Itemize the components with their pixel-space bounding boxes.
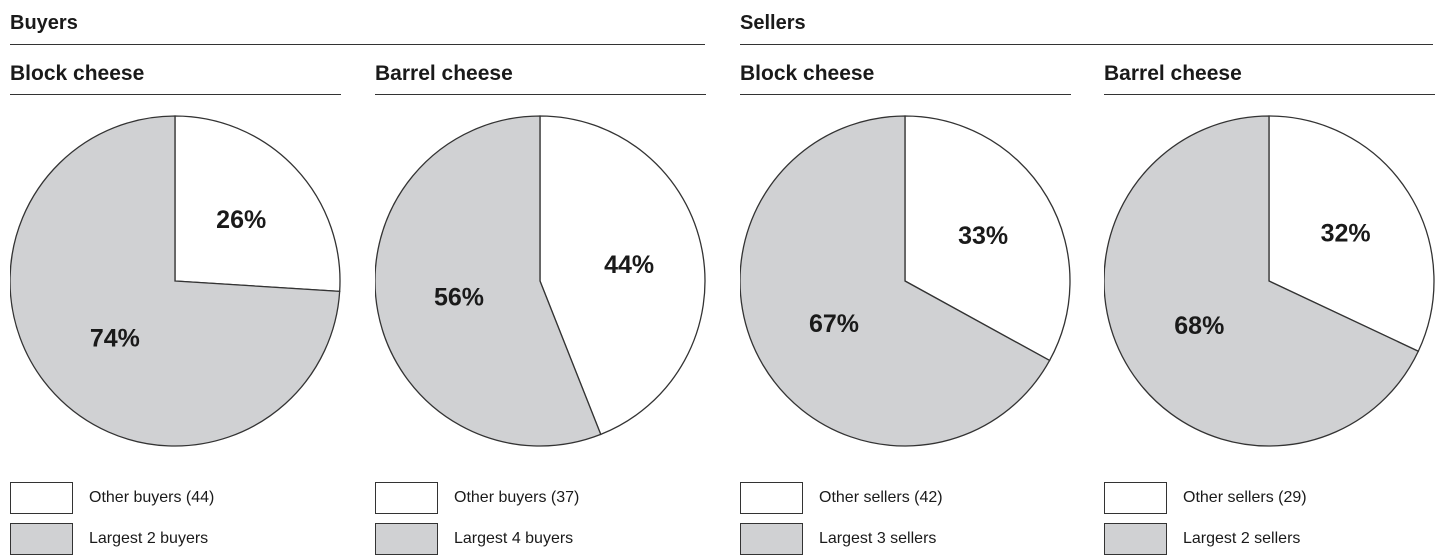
pie-chart-buyers-barrel: 44% 56% <box>375 115 706 447</box>
legend-label-other: Other buyers (37) <box>454 489 580 506</box>
pie-title: Block cheese <box>740 62 875 85</box>
pie-panel-buyers-barrel: Barrel cheese 44% 56% Other buyers (37) … <box>375 44 709 555</box>
legend-label-largest: Largest 2 sellers <box>1183 530 1301 547</box>
group-title-sellers: Sellers <box>740 12 806 34</box>
group-header-buyers: Buyers <box>10 0 705 45</box>
panel-title-underline: Block cheese <box>10 44 341 95</box>
legend-label-other: Other sellers (29) <box>1183 489 1307 506</box>
pie-chart-buyers-block: 26% 74% <box>10 115 341 447</box>
slice-label-largest: 68% <box>1174 312 1224 340</box>
slice-label-largest: 67% <box>809 310 859 338</box>
legend-swatch-other <box>375 482 438 514</box>
slice-other <box>174 115 341 293</box>
slice-other <box>539 115 706 436</box>
slice-label-other: 26% <box>216 206 266 234</box>
slice-label-largest: 74% <box>90 325 140 353</box>
legend-item-largest: Largest 2 buyers <box>10 523 340 555</box>
legend-swatch-largest <box>740 523 803 555</box>
pie-title: Barrel cheese <box>375 62 513 85</box>
slice-label-other: 44% <box>604 251 654 279</box>
legend-item-largest: Largest 4 buyers <box>375 523 705 555</box>
legend-label-largest: Largest 3 sellers <box>819 530 937 547</box>
slice-largest <box>375 115 602 447</box>
legend-swatch-largest <box>1104 523 1167 555</box>
legend-swatch-largest <box>375 523 438 555</box>
legend-item-largest: Largest 2 sellers <box>1104 523 1434 555</box>
legend-item-other: Other sellers (29) <box>1104 482 1434 514</box>
legend-label-other: Other sellers (42) <box>819 489 943 506</box>
legend-label-largest: Largest 4 buyers <box>454 530 574 547</box>
group-header-sellers: Sellers <box>740 0 1433 45</box>
panel-title-underline: Barrel cheese <box>1104 44 1435 95</box>
panel-title-underline: Block cheese <box>740 44 1071 95</box>
legend-item-largest: Largest 3 sellers <box>740 523 1070 555</box>
legend-label-largest: Largest 2 buyers <box>89 530 209 547</box>
slice-largest <box>1104 115 1420 447</box>
pie-panel-buyers-block: Block cheese 26% 74% Other buyers (44) L… <box>10 44 344 555</box>
pie-title: Barrel cheese <box>1104 62 1242 85</box>
legend-swatch-largest <box>10 523 73 555</box>
legend-item-other: Other buyers (44) <box>10 482 340 514</box>
slice-label-other: 33% <box>958 222 1008 250</box>
pie-title: Block cheese <box>10 62 145 85</box>
legend-item-other: Other buyers (37) <box>375 482 705 514</box>
slice-label-other: 32% <box>1321 219 1371 247</box>
pie-chart-sellers-block: 33% 67% <box>740 115 1071 447</box>
slice-other <box>904 115 1071 362</box>
slice-largest <box>10 115 341 447</box>
pie-panel-sellers-block: Block cheese 33% 67% Other sellers (42) … <box>740 44 1074 555</box>
legend-swatch-other <box>10 482 73 514</box>
group-title-buyers: Buyers <box>10 12 78 34</box>
legend-swatch-other <box>1104 482 1167 514</box>
panel-title-underline: Barrel cheese <box>375 44 706 95</box>
legend-swatch-other <box>740 482 803 514</box>
pie-chart-sellers-barrel: 32% 68% <box>1104 115 1435 447</box>
slice-largest <box>740 115 1051 447</box>
pie-panel-sellers-barrel: Barrel cheese 32% 68% Other sellers (29)… <box>1104 44 1438 555</box>
slice-other <box>1268 115 1435 353</box>
legend-item-other: Other sellers (42) <box>740 482 1070 514</box>
slice-label-largest: 56% <box>434 284 484 312</box>
legend-label-other: Other buyers (44) <box>89 489 215 506</box>
